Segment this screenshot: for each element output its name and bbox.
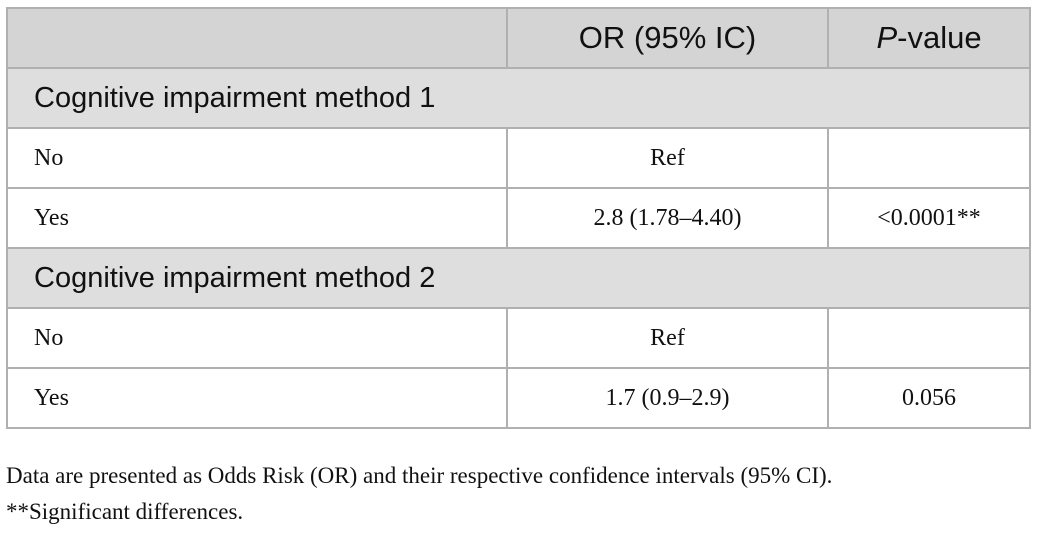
footnote: Data are presented as Odds Risk (OR) and… [6, 463, 833, 488]
data-row: No Ref [6, 127, 1031, 189]
row-label: No [6, 127, 508, 189]
header-cell: OR (95% IC) [506, 7, 829, 69]
p-value-cell: 0.056 [827, 367, 1031, 429]
or-cell: Ref [506, 307, 829, 369]
data-row: Yes 2.8 (1.78–4.40) <0.0001** [6, 187, 1031, 249]
header-cell [6, 7, 508, 69]
section-title: Cognitive impairment method 1 [6, 67, 1031, 129]
header-text: P-value [876, 20, 982, 55]
data-row: Yes 1.7 (0.9–2.9) 0.056 [6, 367, 1031, 429]
or-cell: Ref [506, 127, 829, 189]
section-title: Cognitive impairment method 2 [6, 247, 1031, 309]
header-cell: P-value [827, 7, 1031, 69]
p-value-cell [827, 307, 1031, 369]
header-row: OR (95% IC) P-value [6, 7, 1031, 69]
row-label: Yes [6, 367, 508, 429]
results-table: OR (95% IC) P-value Cognitive impairment… [6, 7, 1031, 429]
p-value-cell: <0.0001** [827, 187, 1031, 249]
data-row: No Ref [6, 307, 1031, 369]
p-value-cell [827, 127, 1031, 189]
or-cell: 2.8 (1.78–4.40) [506, 187, 829, 249]
or-cell: 1.7 (0.9–2.9) [506, 367, 829, 429]
section-row: Cognitive impairment method 2 [6, 247, 1031, 309]
section-row: Cognitive impairment method 1 [6, 67, 1031, 129]
row-label: No [6, 307, 508, 369]
table-body: Cognitive impairment method 1 No Ref Yes 2.8… [6, 67, 1031, 429]
footnote: **Significant differences. [6, 499, 244, 524]
row-label: Yes [6, 187, 508, 249]
footnotes: Data are presented as Odds Risk (OR) and… [6, 458, 832, 530]
